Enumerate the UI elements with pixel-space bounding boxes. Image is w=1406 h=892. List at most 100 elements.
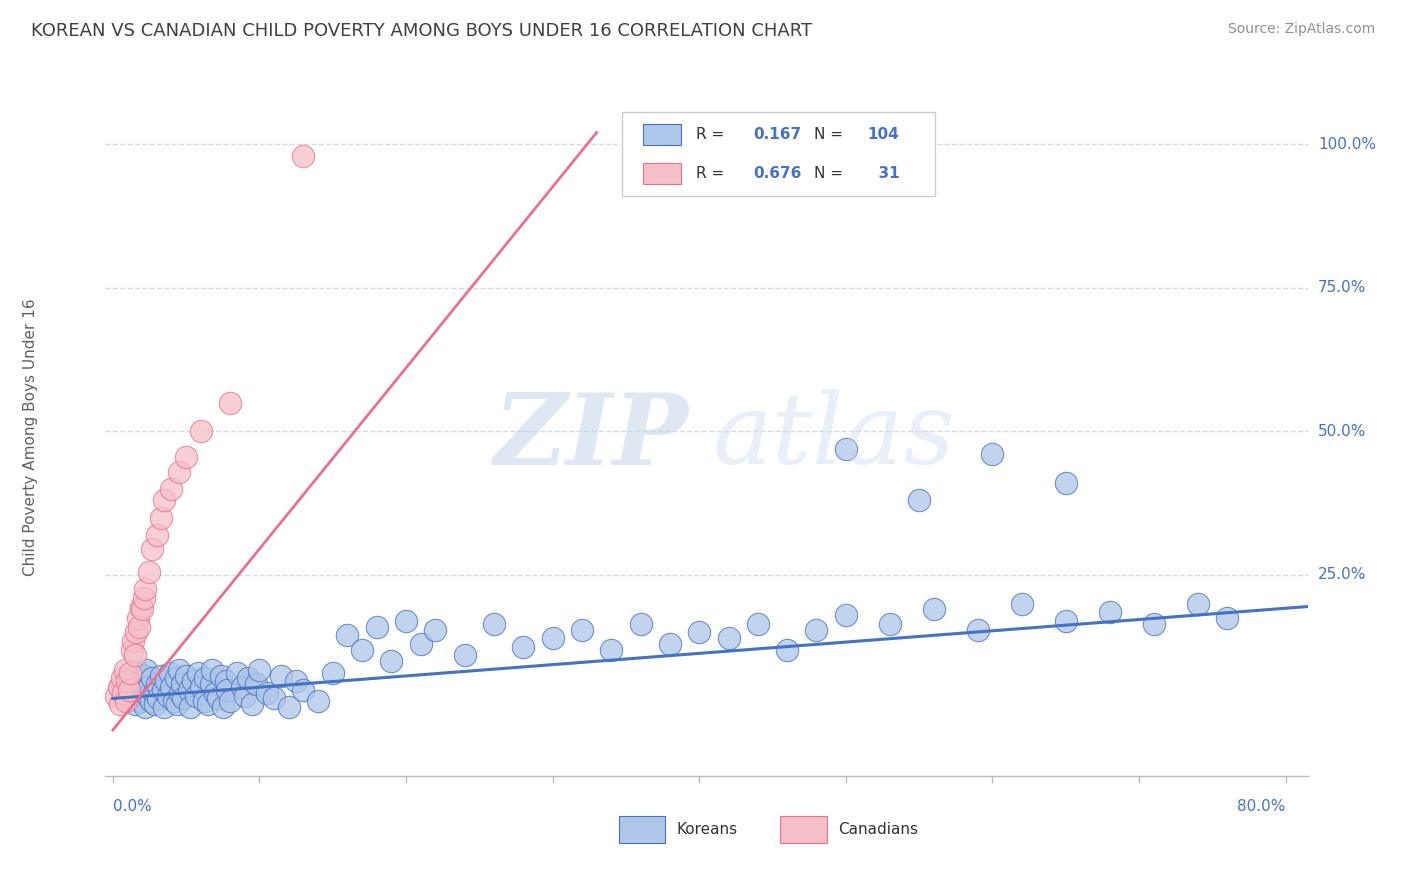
Point (307, 694, 329, 708)
Point (167, 465, 190, 479)
Point (380, 654, 402, 668)
Bar (643, 124, 682, 145)
Point (1054, 614, 1077, 628)
Point (263, 691, 285, 706)
Point (806, 623, 828, 637)
Point (193, 694, 215, 708)
Point (110, 672, 132, 686)
Point (139, 694, 162, 708)
Point (170, 677, 193, 691)
Point (117, 677, 139, 691)
Point (150, 668, 173, 682)
Point (121, 672, 143, 686)
Point (236, 672, 259, 686)
Point (165, 672, 187, 686)
Point (776, 642, 799, 657)
Text: 50.0%: 50.0% (1317, 424, 1367, 439)
Point (129, 694, 152, 708)
Point (143, 697, 166, 711)
Point (209, 668, 232, 682)
Text: 80.0%: 80.0% (1237, 799, 1285, 814)
Point (395, 614, 418, 628)
Point (187, 665, 209, 680)
Point (132, 668, 155, 682)
Point (190, 425, 212, 439)
Point (908, 493, 931, 508)
Point (1216, 611, 1239, 625)
Point (169, 686, 191, 700)
Point (245, 677, 267, 691)
Point (163, 694, 186, 708)
Point (219, 395, 242, 409)
Point (174, 668, 197, 682)
Point (197, 697, 219, 711)
Point (166, 697, 188, 711)
Point (981, 447, 1004, 461)
Point (128, 620, 150, 634)
Point (285, 674, 308, 689)
Point (114, 663, 136, 677)
Point (152, 682, 174, 697)
Point (277, 700, 299, 714)
Bar (643, 162, 682, 185)
Point (108, 697, 131, 711)
Point (108, 680, 131, 694)
Point (124, 697, 146, 711)
Point (207, 691, 229, 706)
Point (240, 697, 263, 711)
Point (167, 663, 190, 677)
Point (153, 493, 176, 508)
Text: R =: R = (696, 127, 728, 142)
Point (350, 642, 373, 657)
Point (122, 634, 145, 648)
Point (174, 450, 197, 465)
Point (138, 565, 160, 579)
Text: atlas: atlas (713, 390, 955, 484)
Point (132, 591, 155, 605)
Point (127, 611, 149, 625)
Text: Source: ZipAtlas.com: Source: ZipAtlas.com (1227, 22, 1375, 37)
Point (125, 674, 148, 689)
Point (835, 442, 858, 456)
Point (134, 700, 156, 714)
Point (658, 637, 681, 651)
Text: 0.676: 0.676 (754, 166, 801, 181)
Point (177, 682, 200, 697)
Point (120, 665, 142, 680)
Point (270, 668, 292, 682)
Point (186, 689, 208, 703)
Point (118, 682, 141, 697)
Point (134, 582, 156, 597)
FancyBboxPatch shape (623, 112, 935, 196)
Point (107, 680, 129, 694)
Point (179, 700, 201, 714)
Point (1011, 597, 1033, 611)
Point (214, 674, 236, 689)
Point (541, 631, 564, 645)
Point (194, 672, 217, 686)
Point (204, 686, 226, 700)
Point (128, 665, 150, 680)
Point (145, 527, 167, 541)
Point (217, 682, 239, 697)
Point (201, 663, 224, 677)
Point (717, 631, 740, 645)
Point (172, 691, 194, 706)
Point (747, 616, 769, 631)
Point (247, 663, 270, 677)
Point (160, 680, 183, 694)
Point (292, 148, 315, 162)
Point (145, 677, 167, 691)
Point (512, 640, 534, 654)
Text: 104: 104 (868, 127, 900, 142)
Point (136, 689, 159, 703)
Point (131, 602, 153, 616)
Text: 75.0%: 75.0% (1317, 280, 1367, 295)
Point (409, 637, 432, 651)
Point (256, 686, 278, 700)
Text: 0.167: 0.167 (754, 127, 801, 142)
Point (150, 510, 173, 524)
Point (159, 665, 181, 680)
Point (1143, 616, 1166, 631)
Text: N =: N = (814, 166, 842, 181)
